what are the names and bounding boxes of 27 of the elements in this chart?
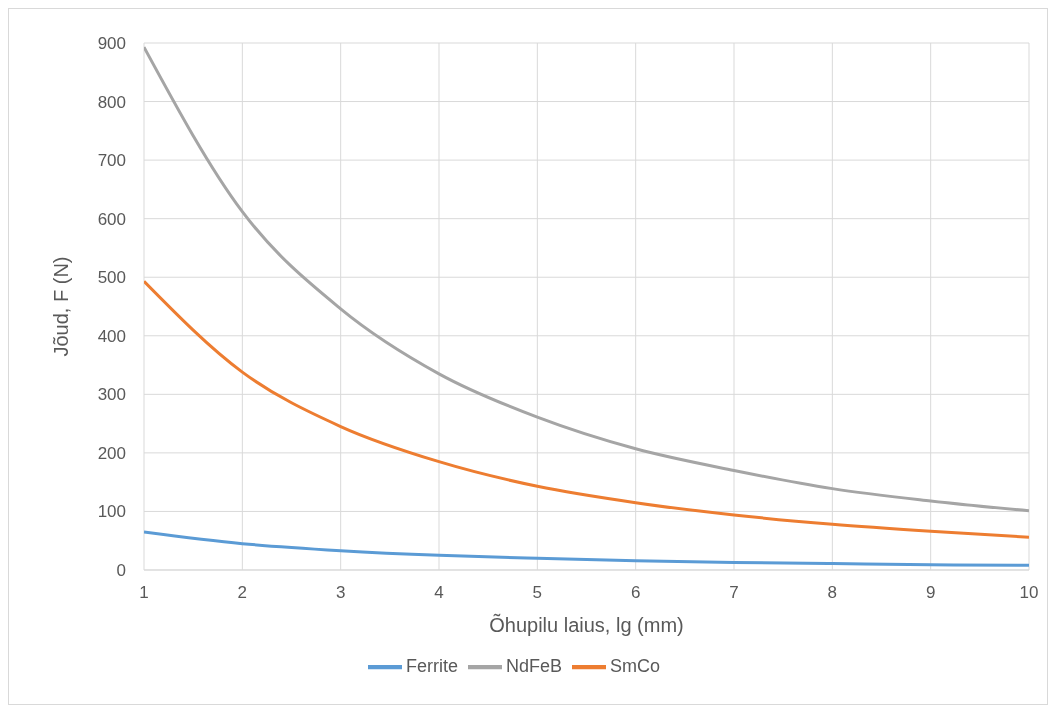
legend-label: SmCo	[610, 655, 661, 676]
x-tick-label: 1	[139, 583, 149, 603]
y-tick-label: 600	[97, 209, 126, 229]
x-tick-label: 4	[434, 583, 444, 603]
y-tick-label: 200	[97, 443, 126, 463]
x-tick-label: 7	[729, 583, 739, 603]
y-tick-label: 400	[97, 326, 126, 346]
x-tick-label: 3	[335, 583, 346, 603]
legend-label: Ferrite	[405, 655, 458, 676]
y-tick-label: 900	[97, 34, 126, 54]
x-tick-label: 5	[532, 583, 543, 603]
line-series	[144, 530, 1029, 567]
line-series	[144, 279, 1029, 539]
x-axis-title: Õhupilu laius, lg (mm)	[489, 613, 684, 636]
y-tick-label: 300	[97, 385, 126, 405]
y-tick-label: 100	[97, 502, 126, 522]
x-tick-label: 9	[925, 583, 936, 603]
y-tick-label: 700	[97, 151, 126, 171]
y-tick-label: 800	[97, 92, 126, 112]
x-tick-label: 2	[237, 583, 248, 603]
y-tick-label: 500	[97, 268, 126, 288]
x-tick-label: 10	[1019, 583, 1039, 603]
x-tick-label: 8	[827, 583, 838, 603]
y-axis-title: Jõud, F (N)	[50, 256, 73, 357]
x-tick-label: 6	[630, 583, 641, 603]
legend-label: NdFeB	[505, 655, 563, 676]
y-tick-label: 0	[116, 561, 126, 581]
